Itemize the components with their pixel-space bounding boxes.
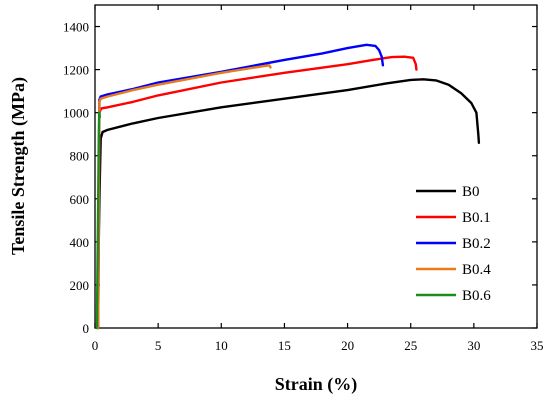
legend-label: B0.1 (462, 210, 491, 226)
y-tick-label: 800 (70, 149, 90, 164)
x-axis-title: Strain (%) (275, 374, 358, 395)
y-tick-label: 600 (70, 192, 90, 207)
legend-label: B0.4 (462, 262, 491, 278)
legend-label: B0 (462, 184, 480, 200)
plot-frame (94, 4, 538, 329)
y-tick-label: 200 (70, 278, 90, 293)
x-tick-label: 25 (404, 338, 417, 353)
x-tick-label: 15 (278, 338, 291, 353)
series-lines (95, 43, 481, 330)
x-tick-label: 20 (341, 338, 354, 353)
x-tick-label: 5 (155, 338, 162, 353)
series-line-B0.1 (97, 55, 418, 330)
legend: B0 B0.1 B0.2 B0.4 B0.6 (416, 184, 491, 304)
y-tick-label: 1400 (63, 20, 89, 35)
y-axis-title: Tensile Strength (MPa) (8, 77, 29, 255)
legend-label: B0.2 (462, 236, 491, 252)
y-tick-label: 0 (83, 321, 90, 336)
series-line-B0.6 (95, 111, 101, 330)
x-tick-label: 30 (467, 338, 480, 353)
series-line-B0 (96, 78, 481, 330)
y-tick-label: 1200 (63, 63, 89, 78)
legend-label: B0.6 (462, 288, 491, 304)
axis-ticks: 0 5 10 15 20 25 30 35 0 200 400 600 800 1000 1200 1400 (63, 5, 544, 353)
y-tick-label: 1000 (63, 106, 89, 121)
x-tick-label: 10 (215, 338, 228, 353)
x-tick-label: 0 (92, 338, 99, 353)
y-tick-label: 400 (70, 235, 90, 250)
x-tick-label: 35 (531, 338, 544, 353)
